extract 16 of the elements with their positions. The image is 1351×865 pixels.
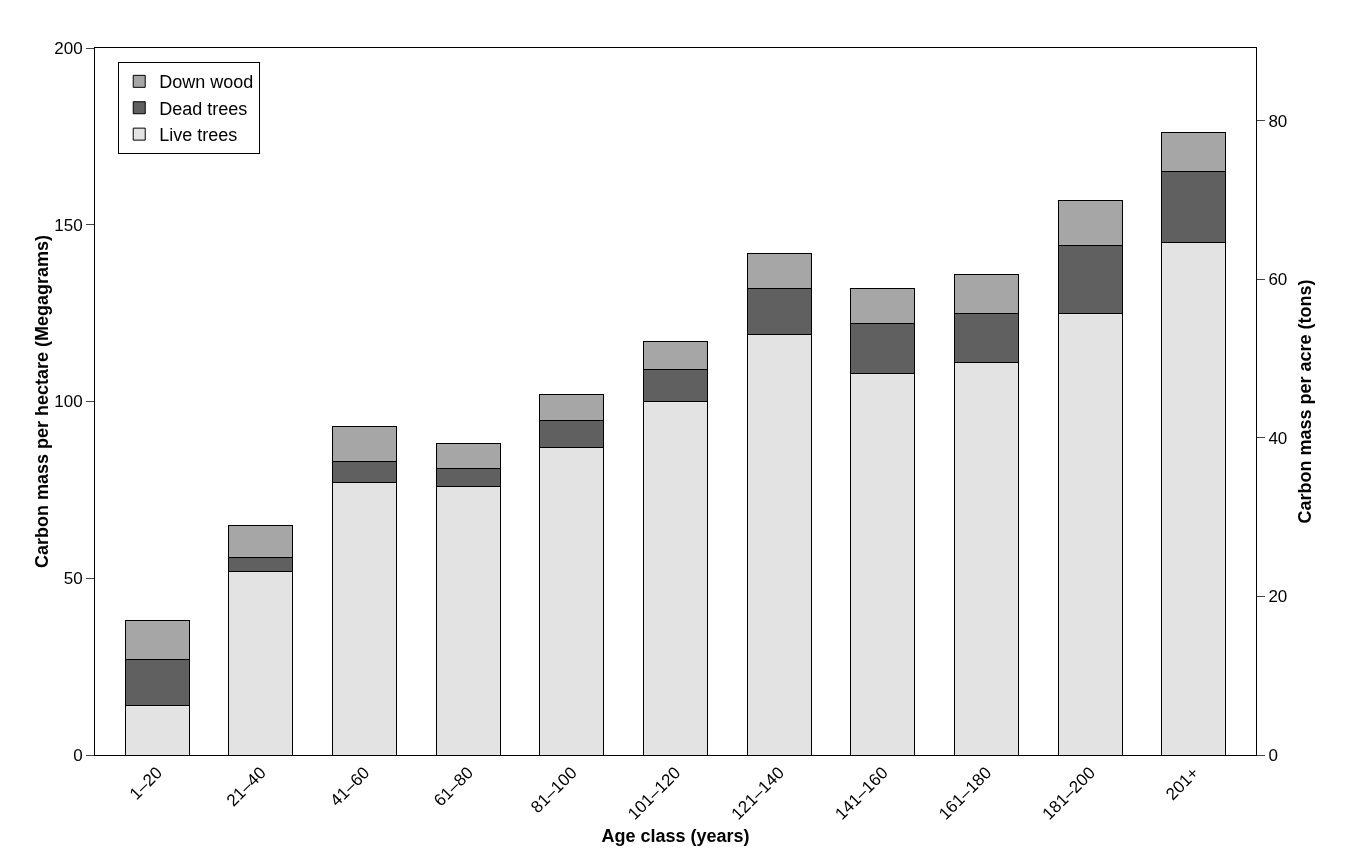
y2-tick-label: 20 [1268,587,1288,607]
legend-label: Dead trees [159,98,248,119]
legend-label: Live trees [159,125,238,146]
y2-tick-label: 40 [1268,428,1288,448]
legend-label: Down wood [159,72,254,93]
y-axis-title: Carbon mass per hectare (Megagrams) [32,234,53,569]
y-tick-label: 150 [54,215,83,235]
y-tick-label: 50 [63,569,83,589]
y-tick-label: 200 [54,38,83,58]
y2-tick-label: 80 [1268,111,1288,131]
y2-axis-title: Carbon mass per acre (tons) [1295,279,1315,524]
y-tick-label: 100 [54,392,83,412]
y2-tick-label: 0 [1268,745,1278,765]
y-tick-label: 0 [73,745,83,765]
y2-tick-label: 60 [1268,270,1288,290]
x-axis-title: Age class (years) [601,825,750,846]
